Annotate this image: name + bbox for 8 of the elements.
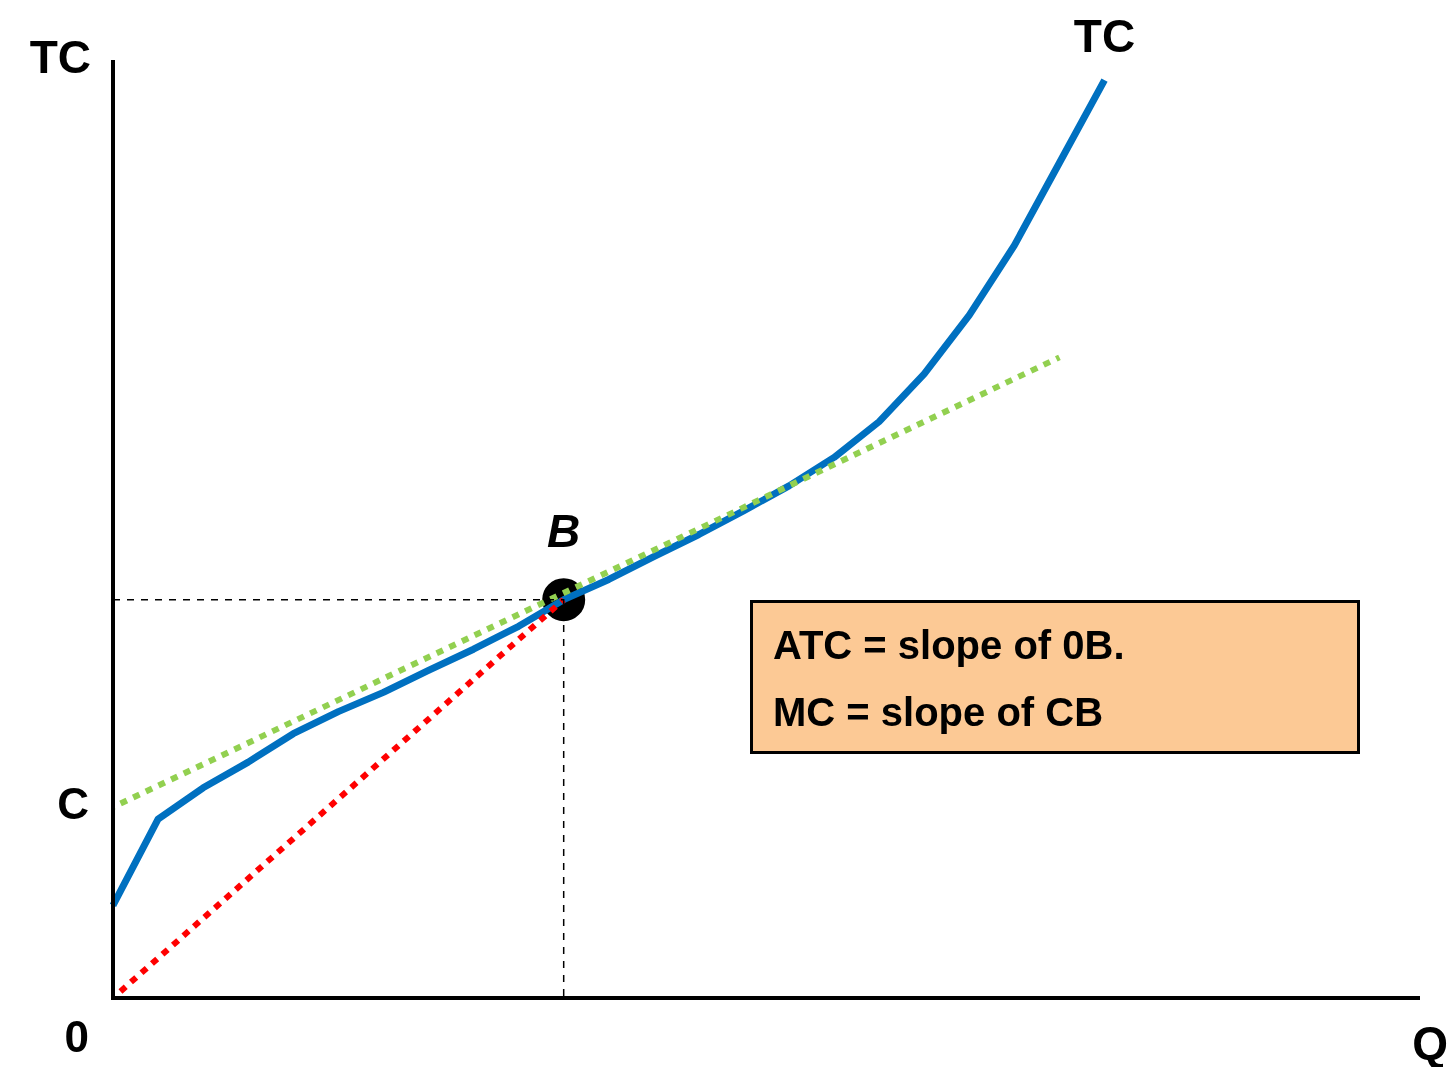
- y-axis-title: TC: [29, 30, 91, 83]
- series-label: TC: [1073, 9, 1136, 62]
- annotation: ATC = slope of 0B.: [773, 623, 1126, 668]
- series-label: B: [547, 505, 581, 558]
- annotation: MC = slope of CB: [773, 690, 1105, 735]
- text: 0: [64, 1012, 89, 1062]
- text: C: [57, 779, 89, 829]
- text-box: ATC = slope of 0B. MC = slope of CB: [750, 600, 1360, 754]
